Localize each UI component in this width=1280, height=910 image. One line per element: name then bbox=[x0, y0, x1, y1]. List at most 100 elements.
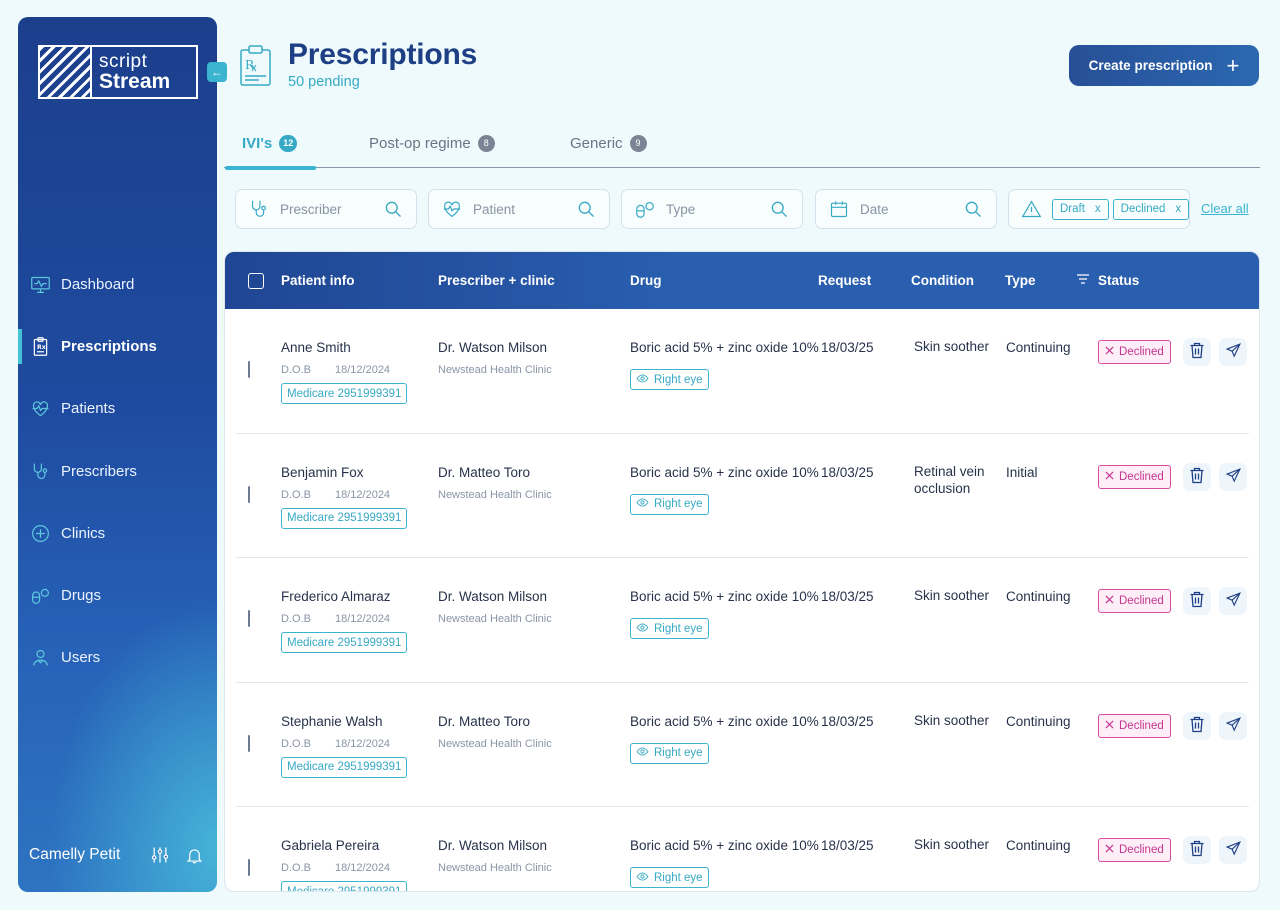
search-icon[interactable] bbox=[382, 198, 404, 220]
select-all-checkbox[interactable] bbox=[248, 272, 264, 289]
sidebar-item-dashboard[interactable]: Dashboard bbox=[18, 253, 217, 315]
eye-tag: Right eye bbox=[630, 618, 709, 639]
create-prescription-button[interactable]: Create prescription + bbox=[1069, 45, 1259, 86]
table-row[interactable]: Benjamin Fox D.O.B 18/12/2024 Medicare 2… bbox=[225, 434, 1259, 558]
sidebar-item-users[interactable]: Users bbox=[18, 627, 217, 689]
search-icon[interactable] bbox=[768, 198, 790, 220]
status-filter[interactable]: Draft x Declined x bbox=[1008, 189, 1190, 229]
bell-icon[interactable] bbox=[183, 844, 205, 866]
delete-button[interactable] bbox=[1183, 587, 1211, 615]
column-header-patient[interactable]: Patient info bbox=[281, 273, 355, 288]
row-divider bbox=[236, 681, 1249, 683]
send-icon bbox=[1225, 840, 1242, 860]
eye-tag-inner: Right eye bbox=[630, 742, 709, 764]
send-button[interactable] bbox=[1219, 836, 1247, 864]
tab-ivis[interactable]: IVI's 12 bbox=[224, 118, 317, 170]
pills-icon bbox=[634, 198, 656, 220]
column-header-drug[interactable]: Drug bbox=[630, 273, 662, 288]
search-icon[interactable] bbox=[962, 198, 984, 220]
user-name[interactable]: Camelly Petit bbox=[29, 846, 121, 863]
send-button[interactable] bbox=[1219, 587, 1247, 615]
prescriber-name[interactable]: Dr. Watson Milson bbox=[438, 340, 548, 355]
prescriber-name[interactable]: Dr. Matteo Toro bbox=[438, 713, 531, 729]
collapse-sidebar-button[interactable]: ← bbox=[207, 62, 227, 82]
condition: Skin soother bbox=[914, 837, 990, 852]
chip-remove-button[interactable]: x bbox=[1094, 203, 1101, 215]
delete-button[interactable] bbox=[1183, 338, 1211, 366]
table-row[interactable]: Gabriela Pereira D.O.B 18/12/2024 Medica… bbox=[225, 807, 1259, 891]
patient-name[interactable]: Stephanie Walsh bbox=[281, 713, 383, 729]
sidebar-item-label: Prescribers bbox=[61, 462, 137, 480]
patient-filter[interactable]: Patient bbox=[428, 189, 610, 229]
column-header-type[interactable]: Type bbox=[1005, 273, 1036, 288]
patient-name[interactable]: Anne Smith bbox=[281, 340, 351, 355]
row-checkbox[interactable] bbox=[248, 610, 250, 627]
send-button[interactable] bbox=[1219, 462, 1247, 491]
close-icon bbox=[1105, 844, 1114, 856]
row-checkbox[interactable] bbox=[248, 361, 250, 378]
dob-value: 18/12/2024 bbox=[335, 613, 391, 625]
delete-button[interactable] bbox=[1183, 836, 1211, 864]
sort-icon[interactable] bbox=[1076, 273, 1090, 288]
send-icon bbox=[1225, 716, 1242, 736]
trash-icon bbox=[1189, 342, 1205, 362]
sidebar-item-prescribers[interactable]: Prescribers bbox=[18, 440, 217, 502]
prescriber-filter-input[interactable]: Prescriber bbox=[280, 201, 342, 217]
prescriber-name[interactable]: Dr. Watson Milson bbox=[438, 838, 548, 853]
type-filter-input[interactable]: Type bbox=[666, 201, 696, 217]
status-badge-wrap: Declined bbox=[1098, 713, 1171, 738]
sidebar-item-label: Prescriptions bbox=[61, 337, 157, 355]
request-date: 18/03/25 bbox=[821, 340, 874, 355]
row-checkbox[interactable] bbox=[248, 734, 250, 752]
clear-all-link[interactable]: Clear all bbox=[1201, 201, 1249, 216]
column-header-status[interactable]: Status bbox=[1076, 252, 1139, 309]
row-divider bbox=[236, 806, 1249, 807]
patient-filter-input[interactable]: Patient bbox=[473, 201, 516, 217]
patient-name[interactable]: Gabriela Pereira bbox=[281, 838, 380, 853]
table-row[interactable]: Anne Smith D.O.B 18/12/2024 Medicare 295… bbox=[225, 309, 1259, 434]
send-button[interactable] bbox=[1219, 711, 1247, 740]
prescriber-name[interactable]: Dr. Matteo Toro bbox=[438, 464, 531, 480]
type-value: Continuing bbox=[1006, 838, 1071, 853]
medicare-number: Medicare 2951999391 bbox=[281, 507, 408, 529]
sidebar: script Stream Dashboard Rx Prescriptions… bbox=[18, 17, 217, 892]
type-filter[interactable]: Type bbox=[621, 189, 803, 229]
tab-generic[interactable]: Generic 9 bbox=[570, 118, 647, 168]
sidebar-item-patients[interactable]: Patients bbox=[18, 378, 217, 440]
column-header-request[interactable]: Request bbox=[818, 273, 872, 288]
row-checkbox[interactable] bbox=[248, 485, 250, 503]
send-button[interactable] bbox=[1219, 338, 1247, 366]
column-header-prescriber[interactable]: Prescriber + clinic bbox=[438, 273, 555, 288]
table-row[interactable]: Frederico Almaraz D.O.B 18/12/2024 Medic… bbox=[225, 558, 1259, 683]
send-icon bbox=[1225, 342, 1242, 362]
delete-button[interactable] bbox=[1183, 462, 1211, 491]
eye-tag-inner: Right eye bbox=[630, 618, 709, 639]
prescriber-name[interactable]: Dr. Watson Milson bbox=[438, 589, 548, 604]
sidebar-item-clinics[interactable]: Clinics bbox=[18, 502, 217, 564]
sidebar-item-prescriptions[interactable]: Rx Prescriptions bbox=[18, 315, 217, 377]
chip-remove-button[interactable]: x bbox=[1175, 203, 1182, 215]
row-checkbox[interactable] bbox=[248, 859, 250, 876]
type-value: Continuing bbox=[1006, 340, 1071, 355]
date-filter[interactable]: Date bbox=[815, 189, 997, 229]
patient-name[interactable]: Benjamin Fox bbox=[281, 464, 364, 480]
close-icon bbox=[1105, 470, 1114, 483]
table-header: Patient info Prescriber + clinic Drug Re… bbox=[225, 252, 1259, 309]
status-badge-wrap: Declined bbox=[1098, 589, 1171, 613]
search-icon[interactable] bbox=[575, 198, 597, 220]
status-badge-wrap: Declined bbox=[1098, 464, 1171, 489]
settings-sliders-icon[interactable] bbox=[149, 844, 171, 866]
table-row[interactable]: Stephanie Walsh D.O.B 18/12/2024 Medicar… bbox=[225, 683, 1259, 807]
sidebar-item-drugs[interactable]: Drugs bbox=[18, 564, 217, 626]
column-header-condition[interactable]: Condition bbox=[911, 273, 974, 288]
date-filter-input[interactable]: Date bbox=[860, 201, 889, 217]
delete-button[interactable] bbox=[1183, 711, 1211, 740]
status-badge: Declined bbox=[1098, 589, 1171, 613]
clipboard-rx-icon: Rx bbox=[29, 335, 51, 357]
clinic-name: Newstead Health Clinic bbox=[438, 364, 552, 376]
trash-icon bbox=[1189, 591, 1205, 611]
logo[interactable]: script Stream bbox=[38, 45, 198, 99]
tab-post-op-regime[interactable]: Post-op regime 8 bbox=[369, 118, 495, 168]
prescriber-filter[interactable]: Prescriber bbox=[235, 189, 417, 229]
patient-name[interactable]: Frederico Almaraz bbox=[281, 589, 391, 604]
